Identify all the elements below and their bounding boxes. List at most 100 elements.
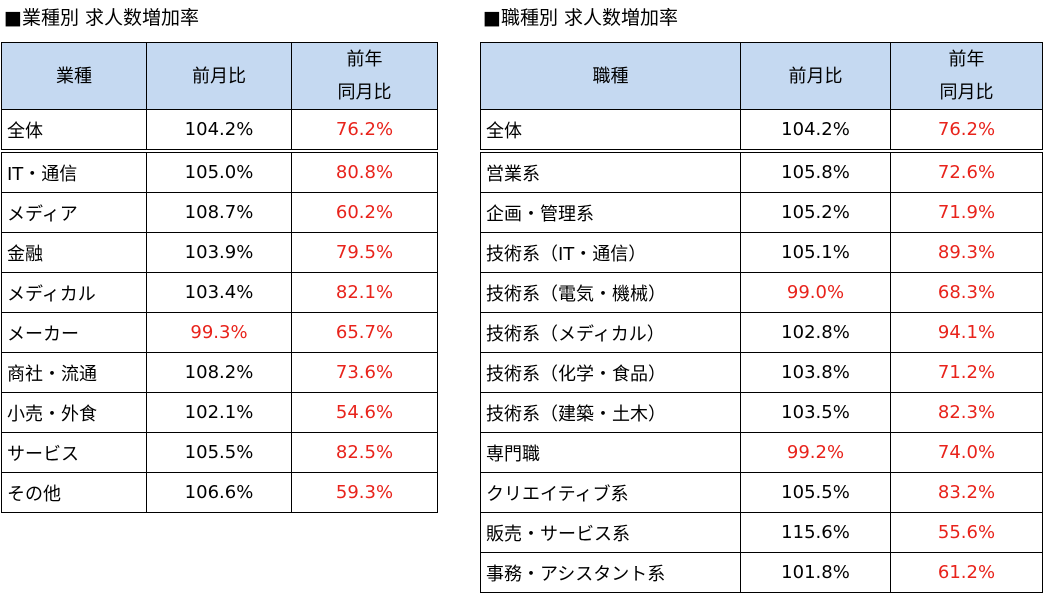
row-mom-cell: 105.5%: [146, 432, 292, 473]
table-row: 小売・外食 102.1% 54.6%: [1, 392, 438, 433]
row-mom-cell: 108.7%: [146, 192, 292, 233]
row-yoy-cell: 94.1%: [890, 312, 1043, 353]
row-mom-cell: 103.4%: [146, 272, 292, 313]
table-row: メーカー 99.3% 65.7%: [1, 312, 438, 353]
row-mom-cell: 104.2%: [740, 109, 891, 153]
row-mom-cell: 106.6%: [146, 472, 292, 513]
row-mom-cell: 99.2%: [740, 432, 891, 473]
occupation-col-yoy-header-line1: 前年: [948, 49, 985, 70]
row-mom-cell: 99.0%: [740, 272, 891, 313]
row-yoy-cell: 72.6%: [890, 150, 1043, 193]
row-yoy-cell: 79.5%: [291, 232, 438, 273]
row-mom-cell: 115.6%: [740, 512, 891, 553]
table-row: 全体 104.2% 76.2%: [480, 109, 1043, 153]
table-row: サービス 105.5% 82.5%: [1, 432, 438, 473]
row-yoy-cell: 60.2%: [291, 192, 438, 233]
occupation-col-yoy-header-line2: 同月比: [939, 82, 994, 103]
row-mom-cell: 105.2%: [740, 192, 891, 233]
row-yoy-cell: 65.7%: [291, 312, 438, 353]
industry-table-body: 全体 104.2% 76.2% IT・通信 105.0% 80.8% メディア 108.7% 6…: [1, 109, 438, 513]
row-name-cell: 技術系（メディカル）: [480, 312, 741, 353]
row-name-cell: 専門職: [480, 432, 741, 473]
row-name-cell: 金融: [1, 232, 147, 273]
table-row: 技術系（IT・通信） 105.1% 89.3%: [480, 232, 1043, 273]
industry-col-yoy-header-line2: 同月比: [337, 82, 392, 103]
row-mom-cell: 108.2%: [146, 352, 292, 393]
table-row: 事務・アシスタント系 101.8% 61.2%: [480, 552, 1043, 593]
occupation-col-yoy-header: 前年 同月比: [890, 42, 1043, 110]
table-row: その他 106.6% 59.3%: [1, 472, 438, 513]
row-name-cell: 技術系（化学・食品）: [480, 352, 741, 393]
row-name-cell: サービス: [1, 432, 147, 473]
occupation-header-row: 職種 前月比 前年 同月比: [480, 42, 1043, 110]
row-name-cell: 小売・外食: [1, 392, 147, 433]
row-mom-cell: 105.0%: [146, 150, 292, 193]
row-name-cell: IT・通信: [1, 150, 147, 193]
row-name-cell: クリエイティブ系: [480, 472, 741, 513]
row-yoy-cell: 59.3%: [291, 472, 438, 513]
table-row: 金融 103.9% 79.5%: [1, 232, 438, 273]
row-name-cell: 販売・サービス系: [480, 512, 741, 553]
row-name-cell: 事務・アシスタント系: [480, 552, 741, 593]
table-row: 技術系（建築・土木） 103.5% 82.3%: [480, 392, 1043, 433]
row-yoy-cell: 83.2%: [890, 472, 1043, 513]
row-name-cell: メディア: [1, 192, 147, 233]
row-mom-cell: 103.8%: [740, 352, 891, 393]
row-yoy-cell: 71.2%: [890, 352, 1043, 393]
occupation-table-title: ■職種別 求人数増加率: [483, 7, 678, 29]
row-yoy-cell: 54.6%: [291, 392, 438, 433]
table-row: 企画・管理系 105.2% 71.9%: [480, 192, 1043, 233]
occupation-table: 職種 前月比 前年 同月比 全体 104.2% 76.2% 営業系 105.8% 72.6…: [480, 42, 1043, 593]
occupation-col-name-header: 職種: [480, 42, 741, 110]
row-yoy-cell: 80.8%: [291, 150, 438, 193]
row-mom-cell: 103.9%: [146, 232, 292, 273]
row-yoy-cell: 61.2%: [890, 552, 1043, 593]
row-name-cell: その他: [1, 472, 147, 513]
row-yoy-cell: 76.2%: [291, 109, 438, 153]
table-row: メディカル 103.4% 82.1%: [1, 272, 438, 313]
industry-col-yoy-header-line1: 前年: [346, 49, 383, 70]
occupation-table-body: 全体 104.2% 76.2% 営業系 105.8% 72.6% 企画・管理系 105.2% 7…: [480, 109, 1043, 593]
row-yoy-cell: 82.5%: [291, 432, 438, 473]
row-yoy-cell: 74.0%: [890, 432, 1043, 473]
industry-col-yoy-header: 前年 同月比: [291, 42, 438, 110]
row-yoy-cell: 55.6%: [890, 512, 1043, 553]
row-mom-cell: 99.3%: [146, 312, 292, 353]
table-row: 専門職 99.2% 74.0%: [480, 432, 1043, 473]
row-name-cell: 全体: [480, 109, 741, 153]
industry-header-row: 業種 前月比 前年 同月比: [1, 42, 438, 110]
row-mom-cell: 105.1%: [740, 232, 891, 273]
row-name-cell: 企画・管理系: [480, 192, 741, 233]
row-mom-cell: 102.8%: [740, 312, 891, 353]
row-yoy-cell: 73.6%: [291, 352, 438, 393]
row-yoy-cell: 71.9%: [890, 192, 1043, 233]
row-mom-cell: 105.5%: [740, 472, 891, 513]
table-row: メディア 108.7% 60.2%: [1, 192, 438, 233]
row-mom-cell: 101.8%: [740, 552, 891, 593]
table-row: 商社・流通 108.2% 73.6%: [1, 352, 438, 393]
row-name-cell: 技術系（建築・土木）: [480, 392, 741, 433]
row-name-cell: 全体: [1, 109, 147, 153]
occupation-col-mom-header: 前月比: [740, 42, 891, 110]
row-mom-cell: 102.1%: [146, 392, 292, 433]
industry-col-name-header: 業種: [1, 42, 147, 110]
row-mom-cell: 104.2%: [146, 109, 292, 153]
row-mom-cell: 103.5%: [740, 392, 891, 433]
table-row: 全体 104.2% 76.2%: [1, 109, 438, 153]
row-yoy-cell: 82.3%: [890, 392, 1043, 433]
row-name-cell: 営業系: [480, 150, 741, 193]
row-yoy-cell: 89.3%: [890, 232, 1043, 273]
table-row: 技術系（メディカル） 102.8% 94.1%: [480, 312, 1043, 353]
table-row: クリエイティブ系 105.5% 83.2%: [480, 472, 1043, 513]
row-name-cell: メディカル: [1, 272, 147, 313]
industry-panel: ■業種別 求人数増加率 業種 前月比 前年 同月比 全体 104.2% 76.2% I…: [0, 0, 440, 594]
table-row: 技術系（電気・機械） 99.0% 68.3%: [480, 272, 1043, 313]
row-yoy-cell: 82.1%: [291, 272, 438, 313]
table-row: IT・通信 105.0% 80.8%: [1, 150, 438, 193]
row-name-cell: メーカー: [1, 312, 147, 353]
industry-table: 業種 前月比 前年 同月比 全体 104.2% 76.2% IT・通信 105.0% 80…: [1, 42, 438, 513]
occupation-panel: ■職種別 求人数増加率 職種 前月比 前年 同月比 全体 104.2% 76.2% 営…: [479, 0, 1046, 594]
row-name-cell: 商社・流通: [1, 352, 147, 393]
table-row: 販売・サービス系 115.6% 55.6%: [480, 512, 1043, 553]
row-mom-cell: 105.8%: [740, 150, 891, 193]
